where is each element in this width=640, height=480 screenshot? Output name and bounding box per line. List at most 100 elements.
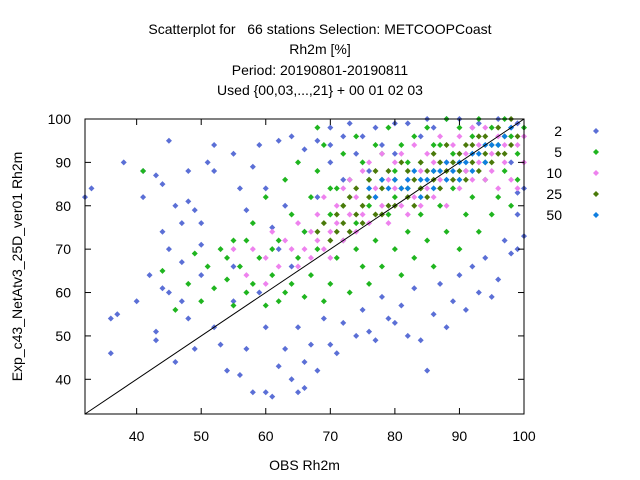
data-point (398, 159, 405, 166)
data-point (340, 185, 347, 192)
data-point (469, 142, 476, 149)
data-point (430, 159, 437, 166)
data-point (359, 220, 366, 227)
data-point (391, 246, 398, 253)
data-point (501, 133, 508, 140)
data-point (140, 194, 147, 201)
data-point (437, 280, 444, 287)
data-point (333, 254, 340, 261)
data-point (475, 150, 482, 157)
data-point (359, 159, 366, 166)
data-point (488, 159, 495, 166)
data-point (430, 185, 437, 192)
data-point (230, 302, 237, 309)
y-axis-label: Exp_c43_NetAtv3_25D_ver01 Rh2m (9, 152, 25, 382)
data-point (353, 246, 360, 253)
data-point (314, 211, 321, 218)
data-point (508, 250, 515, 257)
data-point (514, 246, 521, 253)
data-point (320, 298, 327, 305)
chart-title-line-3: Period: 20190801-20190811 (231, 62, 409, 78)
data-point (359, 211, 366, 218)
data-point (133, 298, 140, 305)
chart-title-line-4: Used {00,03,...,21} + 00 01 02 03 (217, 82, 423, 98)
data-point (398, 202, 405, 209)
data-point (411, 285, 418, 292)
data-point (314, 194, 321, 201)
data-point (307, 341, 314, 348)
data-point (230, 237, 237, 244)
data-point (172, 202, 179, 209)
y-tick-label: 70 (55, 241, 71, 257)
data-point (320, 142, 327, 149)
data-point (301, 358, 308, 365)
data-point (288, 376, 295, 383)
data-point (475, 289, 482, 296)
legend-marker (593, 191, 599, 197)
data-point (230, 298, 237, 305)
data-point (482, 159, 489, 166)
x-tick-label: 100 (512, 428, 536, 444)
data-point (353, 211, 360, 218)
data-point (307, 254, 314, 261)
data-point (469, 168, 476, 175)
data-point (269, 228, 276, 235)
legend-marker (593, 212, 599, 218)
data-point (462, 168, 469, 175)
data-point (443, 202, 450, 209)
data-point (449, 159, 456, 166)
data-point (243, 289, 250, 296)
data-point (159, 181, 166, 188)
data-point (404, 168, 411, 175)
data-point (449, 298, 456, 305)
data-point (191, 345, 198, 352)
data-point (501, 237, 508, 244)
x-tick-label: 50 (193, 428, 209, 444)
data-point (366, 194, 373, 201)
data-point (288, 263, 295, 270)
data-point (185, 315, 192, 322)
data-point (398, 185, 405, 192)
y-tick-label: 80 (55, 198, 71, 214)
data-point (385, 211, 392, 218)
legend-label: 25 (546, 186, 562, 202)
data-point (262, 302, 269, 309)
data-point (307, 194, 314, 201)
data-point (385, 220, 392, 227)
data-point (346, 211, 353, 218)
data-point (333, 220, 340, 227)
data-point (353, 220, 360, 227)
data-point (462, 150, 469, 157)
data-point (385, 315, 392, 322)
data-point (372, 142, 379, 149)
data-point (475, 228, 482, 235)
data-point (282, 176, 289, 183)
data-point (501, 168, 508, 175)
data-point (398, 272, 405, 279)
ticks-layer: 40 50 60 70 80 90 100 40 50 60 70 80 90 100 (48, 111, 536, 444)
data-point (430, 150, 437, 157)
points-layer (82, 116, 527, 400)
data-point (514, 189, 521, 196)
data-point (469, 133, 476, 140)
data-point (417, 337, 424, 344)
data-point (398, 302, 405, 309)
data-point (424, 176, 431, 183)
x-tick-label: 70 (323, 428, 339, 444)
data-point (469, 176, 476, 183)
data-point (295, 220, 302, 227)
x-axis-label: OBS Rh2m (269, 457, 340, 473)
data-point (198, 241, 205, 248)
data-point (320, 220, 327, 227)
data-point (262, 389, 269, 396)
data-point (230, 246, 237, 253)
data-point (211, 142, 218, 149)
data-point (482, 124, 489, 131)
data-point (508, 202, 515, 209)
data-point (469, 124, 476, 131)
data-point (437, 202, 444, 209)
data-point (417, 202, 424, 209)
data-point (430, 124, 437, 131)
chart-title-line-2: Rh2m [%] (289, 41, 351, 57)
data-point (314, 137, 321, 144)
